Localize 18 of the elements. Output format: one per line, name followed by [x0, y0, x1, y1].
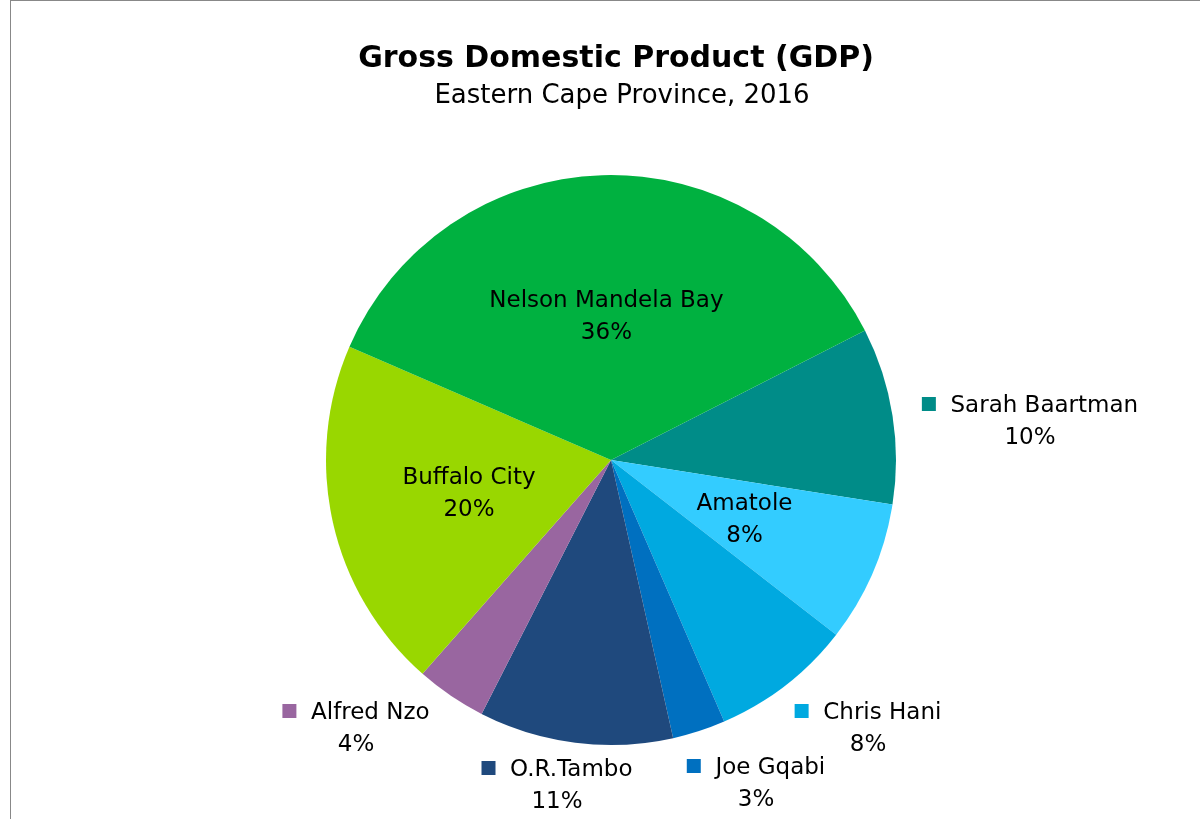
slice-label: Nelson Mandela Bay: [489, 285, 724, 312]
data-label: 8%: [849, 730, 887, 756]
chart-title: Gross Domestic Product (GDP): [358, 38, 874, 74]
slice-label: Buffalo City: [402, 462, 536, 489]
data-label: 4%: [337, 730, 375, 756]
legend-label: O.R.Tambo: [495, 755, 633, 781]
legend-label: Sarah Baartman: [935, 391, 1139, 417]
chart-subtitle: Eastern Cape Province, 2016: [434, 79, 810, 109]
data-label: 11%: [531, 787, 583, 813]
legend-label: Chris Hani: [808, 698, 942, 724]
slice-label: Amatole: [696, 488, 793, 515]
data-label: 3%: [737, 785, 775, 811]
legend-label: Joe Gqabi: [700, 753, 826, 779]
data-label: 36%: [580, 317, 632, 344]
data-label: 20%: [443, 494, 495, 521]
legend-label: Alfred Nzo: [296, 698, 430, 724]
data-label: 8%: [726, 520, 763, 547]
data-label: 10%: [1004, 423, 1056, 449]
